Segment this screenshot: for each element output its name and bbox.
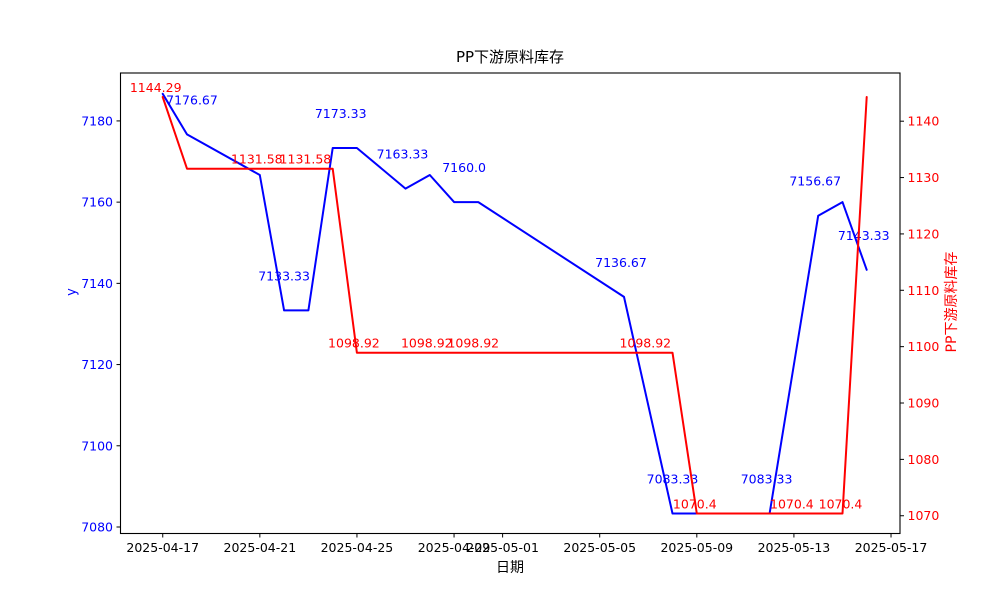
x-tick-label: 2025-05-13 <box>758 540 831 555</box>
data-point-label: 1070.4 <box>673 497 717 512</box>
y-tick-label-right: 1140 <box>908 114 940 129</box>
x-tick-label: 2025-05-17 <box>855 540 928 555</box>
x-tick-label: 2025-04-21 <box>224 540 297 555</box>
data-point-label: 7160.0 <box>442 160 486 175</box>
plot-frame <box>119 72 901 535</box>
y-tick-label-right: 1130 <box>908 170 940 185</box>
x-tick-label: 2025-05-09 <box>660 540 733 555</box>
data-point-label: 7156.67 <box>789 174 841 189</box>
data-point-label: 1070.4 <box>819 497 863 512</box>
series-line-1 <box>161 96 868 515</box>
y-tick-label-left: 7100 <box>81 438 113 453</box>
y-tick-label-right: 1090 <box>908 396 940 411</box>
data-point-label: 1131.58 <box>280 152 332 167</box>
x-axis-title: 日期 <box>496 560 524 576</box>
data-point-label: 7143.33 <box>838 228 890 243</box>
y-tick-label-right: 1120 <box>908 226 940 241</box>
y-tick-label-left: 7080 <box>81 520 113 535</box>
series-line-0 <box>161 92 868 515</box>
data-point-label: 1144.29 <box>130 80 182 95</box>
y-axis-title-left: y <box>64 288 80 296</box>
x-tick-label: 2025-05-05 <box>563 540 636 555</box>
data-point-label: 7083.33 <box>741 472 793 487</box>
data-point-label: 1098.92 <box>328 336 380 351</box>
y-tick-label-right: 1100 <box>908 339 940 354</box>
y-tick-label-right: 1070 <box>908 508 940 523</box>
data-point-label: 1131.58 <box>231 152 283 167</box>
data-point-label: 7163.33 <box>377 147 429 162</box>
data-point-label: 1070.4 <box>770 497 814 512</box>
data-point-label: 7083.33 <box>647 472 699 487</box>
data-point-label: 7176.67 <box>166 92 218 107</box>
y-tick-label-left: 7140 <box>81 276 113 291</box>
y-tick-label-left: 7120 <box>81 357 113 372</box>
chart-title: PP下游原料库存 <box>455 48 565 66</box>
y-tick-label-right: 1110 <box>908 283 940 298</box>
x-tick-label: 2025-04-25 <box>321 540 394 555</box>
y-tick-label-left: 7180 <box>81 113 113 128</box>
x-tick-label: 2025-05-01 <box>466 540 539 555</box>
y-tick-label-right: 1080 <box>908 452 940 467</box>
data-point-label: 1098.92 <box>401 336 453 351</box>
data-point-label: 7173.33 <box>315 106 367 121</box>
data-point-label: 1098.92 <box>619 336 671 351</box>
y-axis-title-right: PP下游原料库存 <box>944 251 960 353</box>
data-point-label: 7133.33 <box>258 268 310 283</box>
x-tick-label: 2025-04-17 <box>126 540 199 555</box>
x-tick-label: 2025-04-29 <box>418 540 491 555</box>
data-point-label: 7136.67 <box>595 255 647 270</box>
y-tick-label-left: 7160 <box>81 195 113 210</box>
data-point-label: 1098.92 <box>447 336 499 351</box>
